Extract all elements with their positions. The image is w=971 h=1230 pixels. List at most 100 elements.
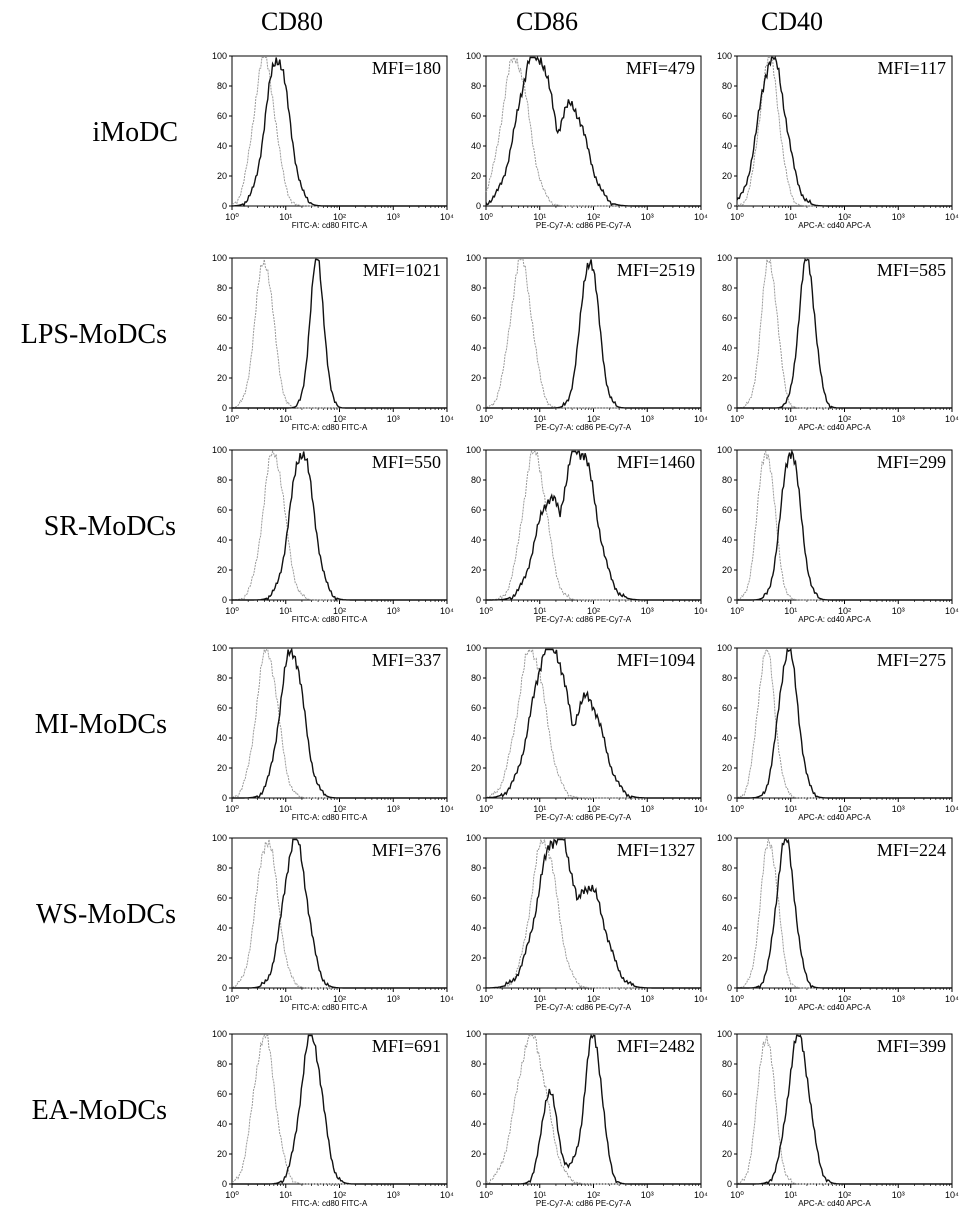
sample-histogram-line	[737, 448, 952, 601]
mfi-label: MFI=2519	[617, 260, 695, 280]
y-tick-label: 20	[217, 953, 227, 963]
plot-frame	[736, 449, 953, 601]
y-tick-label: 40	[217, 343, 227, 353]
histogram-panel: 0 20 40 60 80 100 10⁰ 10¹ 10² 10³ 10⁴ PE-Cy7-A: cd8…	[466, 253, 708, 432]
y-tick-label: 80	[471, 81, 481, 91]
x-tick-label: 10⁴	[440, 994, 454, 1004]
plot-frame	[231, 449, 448, 601]
x-tick-label: 10³	[641, 212, 654, 222]
sample-histogram-line	[232, 57, 447, 208]
y-tick-label: 60	[471, 111, 481, 121]
y-tick-label: 40	[217, 923, 227, 933]
x-tick-label: 10¹	[533, 994, 546, 1004]
x-tick-label: 10⁴	[945, 1190, 959, 1200]
sample-histogram-line	[737, 647, 952, 799]
x-axis-label: FITC-A: cd80 FITC-A	[292, 423, 368, 432]
y-tick-label: 60	[217, 703, 227, 713]
x-axis-label: PE-Cy7-A: cd86 PE-Cy7-A	[536, 221, 632, 230]
x-tick-label: 10²	[333, 804, 346, 814]
y-tick-label: 60	[217, 893, 227, 903]
x-axis-label: APC-A: cd40 APC-A	[798, 1003, 871, 1012]
y-tick-label: 80	[217, 283, 227, 293]
x-tick-label: 10⁰	[730, 212, 744, 222]
histogram-panel: 0 20 40 60 80 100 10⁰ 10¹ 10² 10³ 10⁴ PE-Cy7-A: cd8…	[466, 833, 708, 1012]
x-tick-label: 10²	[333, 606, 346, 616]
y-tick-label: 0	[727, 403, 732, 413]
y-tick-label: 100	[717, 1029, 732, 1039]
mfi-label: MFI=1021	[363, 260, 441, 280]
y-tick-label: 20	[217, 171, 227, 181]
x-tick-label: 10³	[892, 804, 905, 814]
control-histogram-line	[485, 1034, 701, 1185]
column-header-cd86: CD86	[516, 7, 578, 36]
x-tick-label: 10⁰	[225, 1190, 239, 1200]
x-tick-label: 10⁴	[945, 606, 959, 616]
y-tick-label: 40	[471, 535, 481, 545]
y-tick-label: 40	[471, 733, 481, 743]
y-tick-label: 40	[471, 343, 481, 353]
histogram-panel: 0 20 40 60 80 100 10⁰ 10¹ 10² 10³ 10⁴ PE-Cy7-A: cd8…	[466, 51, 708, 230]
sample-histogram-line	[737, 1034, 952, 1185]
y-tick-label: 100	[717, 445, 732, 455]
sample-histogram-line	[232, 258, 447, 409]
x-tick-label: 10³	[892, 1190, 905, 1200]
histogram-panel: 0 20 40 60 80 100 10⁰ 10¹ 10² 10³ 10⁴ PE-Cy7-A: cd8…	[466, 445, 708, 624]
row-label-ws-modcs: WS-MoDCs	[36, 899, 176, 930]
row-label-imodc: iMoDC	[92, 117, 178, 148]
y-tick-label: 20	[722, 1149, 732, 1159]
mfi-label: MFI=180	[372, 58, 441, 78]
histogram-panel: 0 20 40 60 80 100 10⁰ 10¹ 10² 10³ 10⁴ APC-A: cd40 A…	[717, 51, 959, 230]
y-tick-label: 100	[717, 643, 732, 653]
control-histogram-line	[231, 259, 447, 409]
y-tick-label: 60	[217, 1089, 227, 1099]
y-tick-label: 20	[217, 565, 227, 575]
row-label-ea-modcs: EA-MoDCs	[32, 1095, 167, 1126]
histogram-panel: 0 20 40 60 80 100 10⁰ 10¹ 10² 10³ 10⁴ FITC-A: cd80 …	[212, 445, 454, 624]
x-tick-label: 10⁴	[945, 804, 959, 814]
mfi-label: MFI=585	[877, 260, 946, 280]
y-tick-label: 60	[722, 893, 732, 903]
sample-histogram-line	[736, 55, 952, 207]
sample-histogram-line	[232, 1034, 447, 1185]
x-tick-label: 10²	[587, 1190, 600, 1200]
y-tick-label: 80	[722, 673, 732, 683]
x-tick-label: 10⁰	[225, 804, 239, 814]
y-tick-label: 0	[222, 983, 227, 993]
column-header-cd40: CD40	[761, 7, 823, 36]
control-histogram-line	[736, 1035, 952, 1185]
x-axis-label: PE-Cy7-A: cd86 PE-Cy7-A	[536, 1003, 632, 1012]
x-tick-label: 10⁰	[479, 606, 493, 616]
x-axis-label: APC-A: cd40 APC-A	[798, 423, 871, 432]
plot-frame	[231, 257, 448, 409]
histogram-panel: 0 20 40 60 80 100 10⁰ 10¹ 10² 10³ 10⁴ FITC-A: cd80 …	[212, 51, 454, 230]
x-tick-label: 10⁴	[694, 804, 708, 814]
y-tick-label: 0	[222, 201, 227, 211]
y-tick-label: 20	[722, 763, 732, 773]
x-axis-label: PE-Cy7-A: cd86 PE-Cy7-A	[536, 423, 632, 432]
x-tick-label: 10⁴	[694, 606, 708, 616]
x-tick-label: 10³	[387, 414, 400, 424]
x-tick-label: 10³	[387, 1190, 400, 1200]
sample-histogram-line	[232, 647, 447, 799]
x-tick-label: 10³	[387, 804, 400, 814]
control-histogram-line	[232, 450, 447, 601]
y-tick-label: 60	[471, 703, 481, 713]
y-tick-label: 60	[217, 505, 227, 515]
x-tick-label: 10⁰	[730, 804, 744, 814]
x-tick-label: 10⁰	[225, 212, 239, 222]
y-tick-label: 20	[471, 763, 481, 773]
y-tick-label: 60	[217, 313, 227, 323]
sample-histogram-line	[486, 648, 701, 800]
mfi-label: MFI=479	[626, 58, 695, 78]
sample-histogram-line	[486, 450, 701, 601]
y-tick-label: 100	[466, 253, 481, 263]
histogram-panel: 0 20 40 60 80 100 10⁰ 10¹ 10² 10³ 10⁴ APC-A: cd40 A…	[717, 643, 959, 822]
y-tick-label: 100	[212, 445, 227, 455]
x-tick-label: 10¹	[279, 606, 292, 616]
y-tick-label: 80	[471, 283, 481, 293]
y-tick-label: 0	[727, 983, 732, 993]
control-histogram-line	[486, 450, 701, 601]
control-histogram-line	[485, 258, 701, 409]
y-tick-label: 80	[722, 283, 732, 293]
plot-frame	[736, 257, 953, 409]
